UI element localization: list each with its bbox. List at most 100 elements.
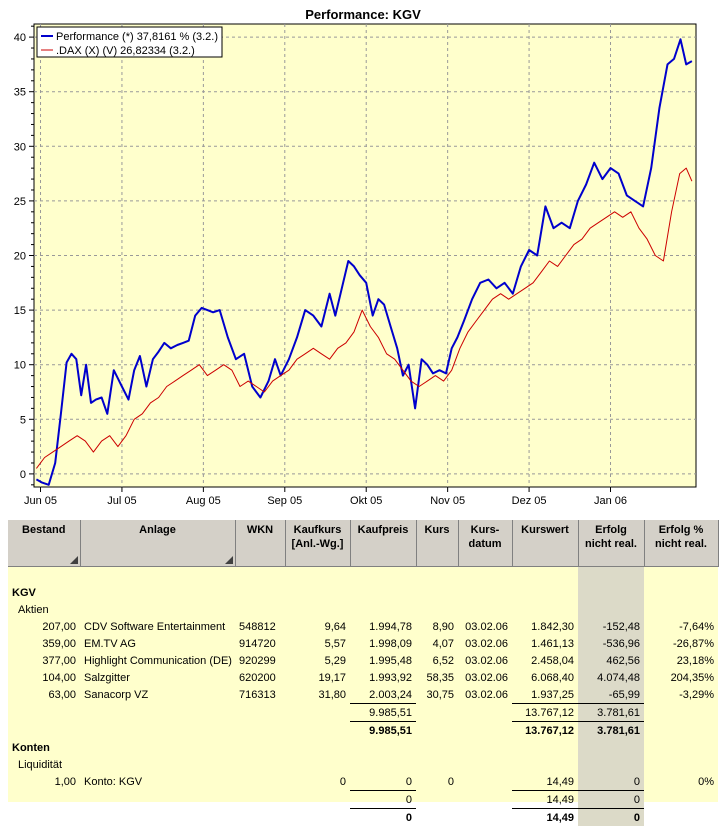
cell-erfolg-pct: -7,64%: [644, 618, 718, 635]
cell-kursdatum: 03.02.06: [458, 635, 512, 652]
cell-erfolg-pct: 0%: [644, 773, 718, 791]
col-header-label: Kurswert: [521, 524, 569, 536]
subtotal-kurswert: 13.767,12: [512, 704, 578, 722]
col-header-anlage[interactable]: Anlage: [80, 520, 235, 567]
cell-kursdatum: [458, 773, 512, 791]
cell-bestand: 377,00: [8, 652, 80, 669]
cell-bestand: 104,00: [8, 669, 80, 686]
cell-kurs: 58,35: [416, 669, 458, 686]
y-tick-label: 15: [14, 305, 26, 317]
cell-erfolg-pct: 204,35%: [644, 669, 718, 686]
cell-bestand: 359,00: [8, 635, 80, 652]
legend-label-dax: .DAX (X) (V) 26,82334 (3.2.): [56, 45, 195, 57]
cell-kaufkurs: 0: [285, 773, 350, 791]
cell-kaufpreis: 0: [350, 773, 416, 791]
cell-erfolg: 462,56: [578, 652, 644, 669]
table-row[interactable]: 377,00 Highlight Communication (DE) 9202…: [8, 652, 718, 669]
subsection-label: Liquidität: [8, 756, 578, 773]
legend: Performance (*) 37,8161 % (3.2.) .DAX (X…: [37, 27, 222, 57]
subtotal-erfolg: 0: [578, 791, 644, 809]
sort-arrow-icon: [225, 556, 233, 564]
col-header-wkn[interactable]: WKN: [235, 520, 285, 567]
section-row-konten: Konten: [8, 739, 718, 756]
col-header-label: Kurs: [424, 524, 449, 536]
total-row-kgv: 9.985,51 13.767,12 3.781,61: [8, 722, 718, 740]
cell-wkn: 620200: [235, 669, 285, 686]
cell-kaufpreis: 2.003,24: [350, 686, 416, 704]
col-header-label: Erfolg nicht real.: [585, 524, 637, 550]
subtotal-row-kgv: 9.985,51 13.767,12 3.781,61: [8, 704, 718, 722]
y-tick-label: 20: [14, 251, 26, 263]
col-header-bestand[interactable]: Bestand: [8, 520, 80, 567]
cell-wkn: 716313: [235, 686, 285, 704]
cell-kaufpreis: 1.998,09: [350, 635, 416, 652]
x-tick-label: Sep 05: [267, 495, 302, 507]
subtotal-kaufpreis: 0: [350, 791, 416, 809]
col-header-erfolg-pct[interactable]: Erfolg % nicht real.: [644, 520, 718, 567]
total-kaufpreis: 0: [350, 809, 416, 826]
cell-kurswert: 6.068,40: [512, 669, 578, 686]
cell-erfolg: -65,99: [578, 686, 644, 704]
cell-kaufkurs: 5,29: [285, 652, 350, 669]
cell-kurswert: 1.461,13: [512, 635, 578, 652]
cell-kaufpreis: 1.995,48: [350, 652, 416, 669]
total-kaufpreis: 9.985,51: [350, 722, 416, 740]
cell-kurswert: 2.458,04: [512, 652, 578, 669]
cell-kurswert: 1.937,25: [512, 686, 578, 704]
y-tick-label: 5: [20, 414, 26, 426]
total-row-konten: 0 14,49 0: [8, 809, 718, 826]
section-label: KGV: [8, 584, 578, 601]
table-row[interactable]: 207,00 CDV Software Entertainment 548812…: [8, 618, 718, 635]
sort-arrow-icon: [70, 556, 78, 564]
table-row[interactable]: 104,00 Salzgitter 620200 19,17 1.993,92 …: [8, 669, 718, 686]
cell-kursdatum: 03.02.06: [458, 686, 512, 704]
cell-bestand: 1,00: [8, 773, 80, 791]
col-header-kaufkurs[interactable]: Kaufkurs [Anl.-Wg.]: [285, 520, 350, 567]
x-tick-label: Jun 05: [24, 495, 57, 507]
cell-erfolg: 0: [578, 773, 644, 791]
spacer-row: [8, 567, 718, 585]
cell-wkn: [235, 773, 285, 791]
table-row[interactable]: 359,00 EM.TV AG 914720 5,57 1.998,09 4,0…: [8, 635, 718, 652]
table-row[interactable]: 1,00 Konto: KGV 0 0 0 14,49 0 0%: [8, 773, 718, 791]
col-header-kurs[interactable]: Kurs: [416, 520, 458, 567]
cell-kursdatum: 03.02.06: [458, 669, 512, 686]
cell-kursdatum: 03.02.06: [458, 618, 512, 635]
cell-anlage: EM.TV AG: [80, 635, 235, 652]
subsection-row-liquiditaet: Liquidität: [8, 756, 718, 773]
col-header-kaufpreis[interactable]: Kaufpreis: [350, 520, 416, 567]
x-tick-label: Nov 05: [430, 495, 465, 507]
cell-erfolg-pct: -3,29%: [644, 686, 718, 704]
x-tick-label: Dez 05: [512, 495, 547, 507]
cell-kaufkurs: 5,57: [285, 635, 350, 652]
table-header-row: Bestand Anlage WKN Kaufkurs [Anl.-Wg.] K…: [8, 520, 718, 567]
x-tick-label: Jul 05: [107, 495, 136, 507]
total-kurswert: 13.767,12: [512, 722, 578, 740]
col-header-kurswert[interactable]: Kurswert: [512, 520, 578, 567]
subtotal-kurswert: 14,49: [512, 791, 578, 809]
holdings-table-container: Bestand Anlage WKN Kaufkurs [Anl.-Wg.] K…: [8, 520, 718, 802]
cell-kaufkurs: 31,80: [285, 686, 350, 704]
cell-anlage: Highlight Communication (DE): [80, 652, 235, 669]
cell-anlage: CDV Software Entertainment: [80, 618, 235, 635]
cell-bestand: 63,00: [8, 686, 80, 704]
section-label: Konten: [8, 739, 578, 756]
chart-title: Performance: KGV: [305, 7, 421, 22]
col-header-label: Kaufpreis: [358, 524, 409, 536]
table-row[interactable]: 63,00 Sanacorp VZ 716313 31,80 2.003,24 …: [8, 686, 718, 704]
cell-anlage: Sanacorp VZ: [80, 686, 235, 704]
col-header-kursdatum[interactable]: Kurs-datum: [458, 520, 512, 567]
col-header-label: Kaufkurs [Anl.-Wg.]: [292, 524, 344, 550]
cell-kaufpreis: 1.993,92: [350, 669, 416, 686]
col-header-label: Erfolg % nicht real.: [655, 524, 707, 550]
col-header-erfolg[interactable]: Erfolg nicht real.: [578, 520, 644, 567]
cell-kursdatum: 03.02.06: [458, 652, 512, 669]
total-kurswert: 14,49: [512, 809, 578, 826]
total-erfolg: 0: [578, 809, 644, 826]
cell-kurs: 0: [416, 773, 458, 791]
cell-erfolg: 4.074,48: [578, 669, 644, 686]
x-tick-label: Jan 06: [594, 495, 627, 507]
cell-wkn: 914720: [235, 635, 285, 652]
